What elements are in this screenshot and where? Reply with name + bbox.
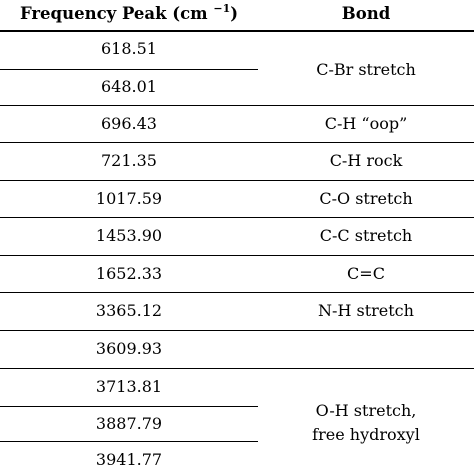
frequency-cell: 721.35 xyxy=(101,151,157,170)
frequency-cell: 618.51 xyxy=(101,39,157,58)
row-rule xyxy=(0,180,474,181)
header-frequency-close: ) xyxy=(230,4,239,23)
bond-cell-oh-line2: free hydroxyl xyxy=(312,425,420,444)
row-rule xyxy=(0,69,258,70)
frequency-cell: 3609.93 xyxy=(95,339,163,358)
bond-cell-co: C-O stretch xyxy=(319,189,413,208)
table-header: Frequency Peak (cm −1) Bond xyxy=(0,0,474,30)
header-unit-superscript: −1 xyxy=(213,1,231,15)
row-rule xyxy=(0,441,258,442)
header-frequency-text: Frequency Peak (cm xyxy=(19,4,208,23)
bond-cell-cc: C-C stretch xyxy=(319,226,413,245)
header-rule xyxy=(0,30,474,32)
bond-cell-oh-line1: O-H stretch, xyxy=(315,401,417,420)
frequency-cell: 3365.12 xyxy=(95,301,163,320)
row-rule xyxy=(0,406,258,407)
row-rule xyxy=(0,330,474,331)
bond-cell-cbr: C-Br stretch xyxy=(316,60,416,79)
frequency-cell: 1017.59 xyxy=(95,189,163,208)
row-rule xyxy=(0,368,474,369)
frequency-cell: 3887.79 xyxy=(95,414,163,433)
header-bond: Bond xyxy=(341,4,391,23)
frequency-cell: 696.43 xyxy=(101,114,157,133)
row-rule xyxy=(0,255,474,256)
row-rule xyxy=(0,217,474,218)
row-rule xyxy=(0,292,474,293)
frequency-cell: 648.01 xyxy=(101,77,157,96)
row-rule xyxy=(0,142,474,143)
frequency-cell: 3713.81 xyxy=(95,377,163,396)
row-rule xyxy=(0,105,474,106)
bond-cell-ch-rock: C-H rock xyxy=(329,151,403,170)
bond-cell-nh: N-H stretch xyxy=(318,301,414,320)
frequency-cell: 3941.77 xyxy=(95,450,163,469)
frequency-cell: 1453.90 xyxy=(95,226,163,245)
frequency-cell: 1652.33 xyxy=(95,264,163,283)
header-frequency-peak: Frequency Peak (cm −1) xyxy=(0,1,258,24)
bond-cell-ch-oop: C-H “oop” xyxy=(324,114,408,133)
bond-cell-c-eq-c: C=C xyxy=(347,264,385,283)
